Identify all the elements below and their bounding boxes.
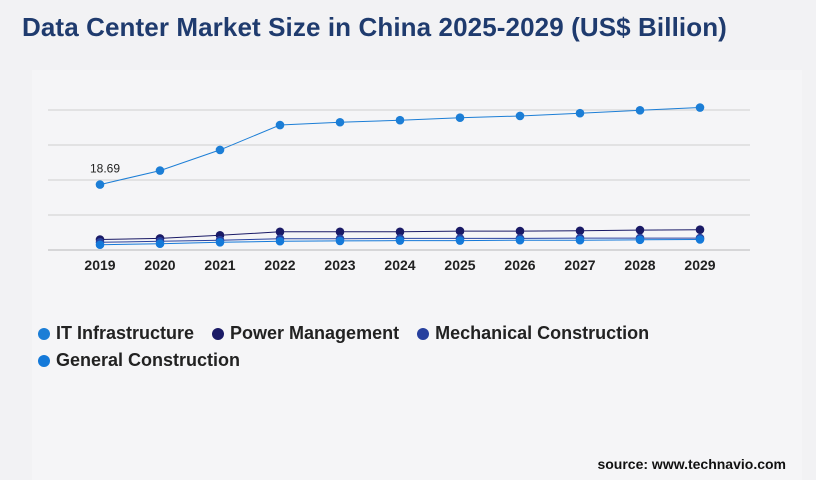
legend-label: Mechanical Construction xyxy=(435,323,650,343)
data-point xyxy=(275,120,285,130)
data-label: 18.69 xyxy=(90,162,120,176)
legend-label: IT Infrastructure xyxy=(56,323,195,343)
x-tick-label: 2022 xyxy=(264,257,295,273)
legend-item: General Construction xyxy=(38,350,240,371)
data-point xyxy=(455,226,465,236)
data-point xyxy=(575,235,585,245)
x-tick-label: 2028 xyxy=(624,257,655,273)
x-tick-label: 2020 xyxy=(144,257,175,273)
legend-item: Power Management xyxy=(212,323,399,344)
data-point xyxy=(275,227,285,237)
chart-card xyxy=(32,70,802,480)
x-tick-label: 2025 xyxy=(444,257,475,273)
data-point xyxy=(155,166,165,175)
data-point xyxy=(635,235,645,245)
data-point xyxy=(95,240,105,250)
data-point xyxy=(95,180,105,189)
chart-title: Data Center Market Size in China 2025-20… xyxy=(22,12,727,42)
legend-marker xyxy=(38,327,50,340)
legend-item: Mechanical Construction xyxy=(417,323,649,344)
data-point xyxy=(695,225,705,234)
data-point xyxy=(335,236,345,246)
data-point xyxy=(695,103,705,112)
data-point xyxy=(575,108,585,118)
x-tick-label: 2019 xyxy=(84,257,115,273)
legend-marker xyxy=(38,354,50,367)
data-point xyxy=(215,145,225,155)
data-point xyxy=(335,117,345,127)
data-point xyxy=(695,235,705,244)
data-point xyxy=(455,236,465,245)
data-point xyxy=(335,227,345,237)
data-point xyxy=(575,226,585,236)
x-tick-label: 2021 xyxy=(204,257,235,273)
data-point xyxy=(395,236,405,245)
data-point xyxy=(515,111,525,121)
legend-marker xyxy=(417,327,430,340)
x-tick-label: 2023 xyxy=(324,257,355,273)
source-note: source: www.technavio.com xyxy=(597,456,786,472)
x-tick-label: 2029 xyxy=(684,257,715,273)
data-point xyxy=(395,115,405,125)
x-tick-label: 2024 xyxy=(384,257,415,273)
legend-label: Power Management xyxy=(230,323,400,343)
legend-label: General Construction xyxy=(56,350,241,370)
data-point xyxy=(635,225,645,235)
data-point xyxy=(215,238,225,247)
data-point xyxy=(455,113,465,122)
chart-legend: IT Infrastructure Power Management Mechani… xyxy=(38,323,718,371)
data-point xyxy=(395,227,405,237)
x-tick-label: 2027 xyxy=(564,257,595,273)
data-point xyxy=(515,235,525,245)
x-tick-label: 2026 xyxy=(504,257,535,273)
data-point xyxy=(515,226,525,236)
legend-marker xyxy=(212,327,225,340)
data-point xyxy=(635,106,645,115)
data-point xyxy=(155,239,165,248)
legend-item: IT Infrastructure xyxy=(38,323,194,344)
data-point xyxy=(275,236,285,246)
